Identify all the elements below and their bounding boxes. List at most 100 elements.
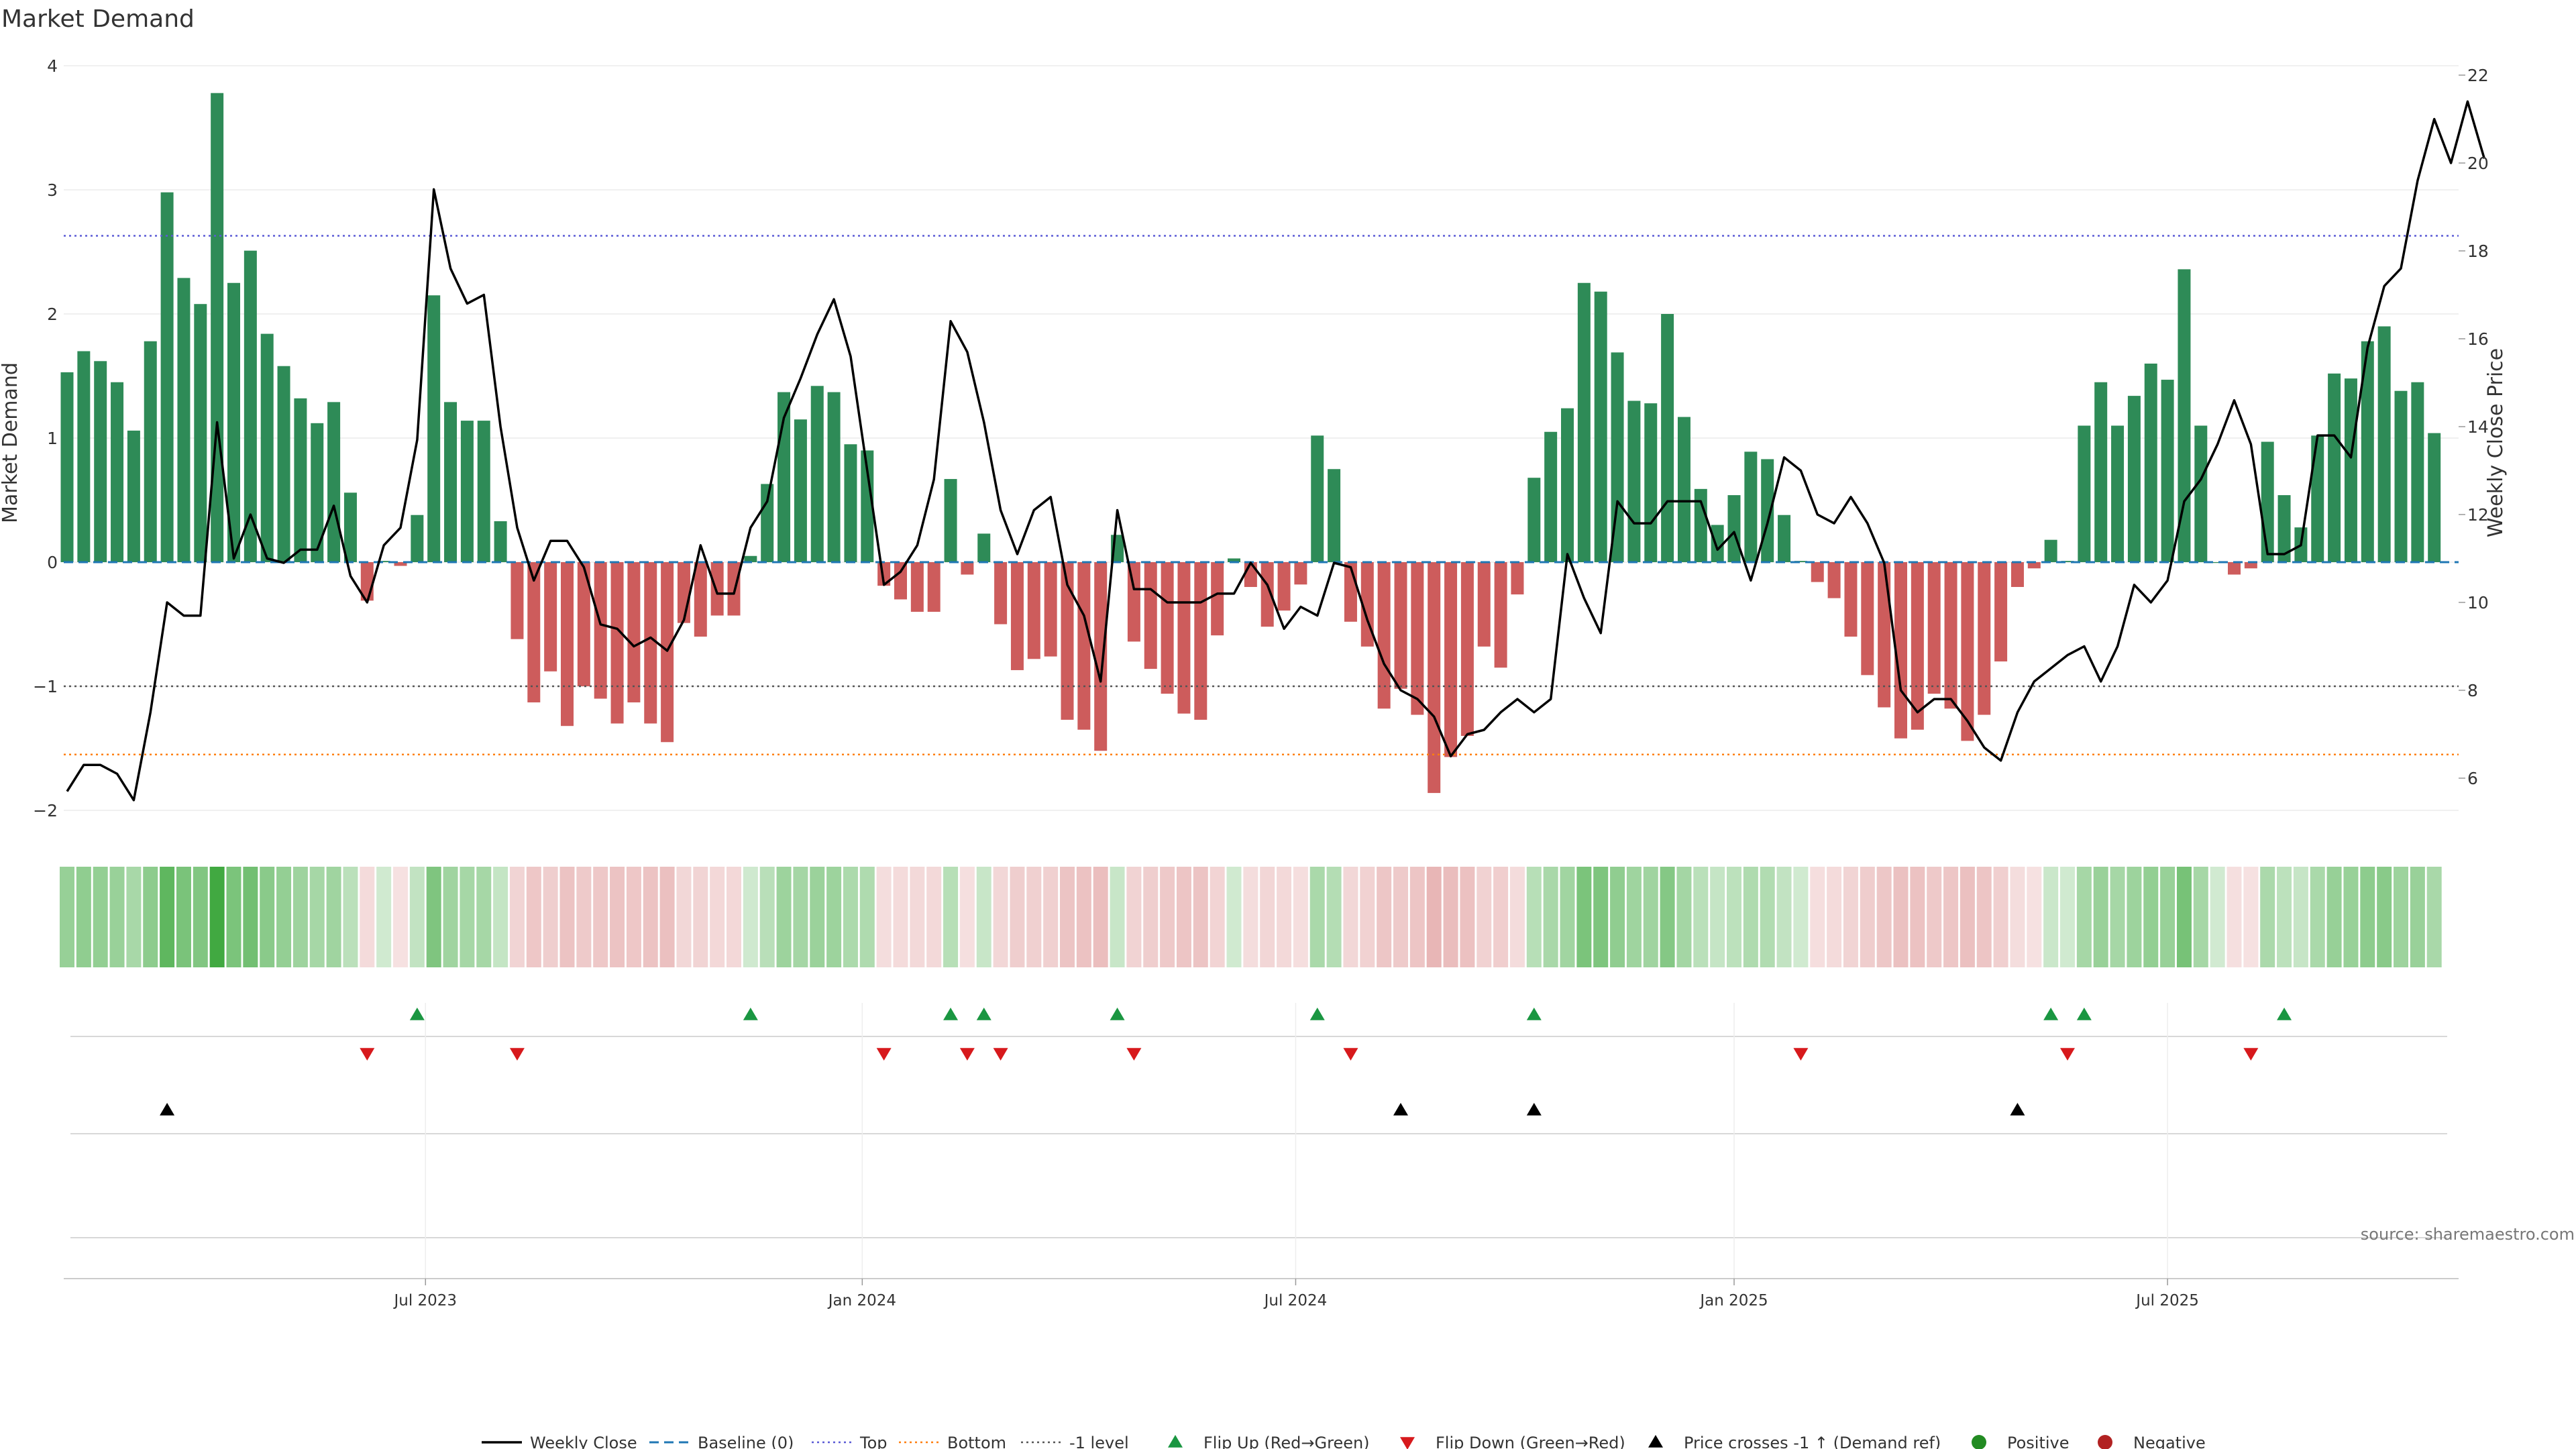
heat-cell	[876, 867, 892, 967]
heat-cell	[2410, 867, 2425, 967]
legend-label: Top	[859, 1434, 888, 1449]
heat-cell	[559, 867, 575, 967]
price-cross-marker	[1526, 1103, 1542, 1116]
heat-cell	[776, 867, 792, 967]
demand-bar	[561, 562, 574, 727]
flip-up-marker	[2076, 1008, 2092, 1020]
y-tick-label: 1	[47, 429, 58, 448]
event-markers	[70, 1003, 2447, 1278]
demand-bar	[1027, 562, 1040, 659]
demand-bar	[127, 430, 140, 562]
heat-cell	[1493, 867, 1509, 967]
demand-bar	[1878, 562, 1891, 708]
heat-cell	[1360, 867, 1375, 967]
heat-cell	[1143, 867, 1159, 967]
heat-cell	[1226, 867, 1242, 967]
heat-cell	[1727, 867, 1741, 967]
y-tick-label: 2	[47, 305, 58, 324]
heat-cell	[1576, 867, 1592, 967]
demand-bar	[1994, 562, 2008, 661]
demand-bar	[1061, 562, 1074, 720]
flip-down-marker	[2060, 1048, 2075, 1061]
heat-cell	[1827, 867, 1842, 967]
flip-up-marker	[743, 1008, 758, 1020]
demand-bar	[1527, 478, 1541, 562]
heat-cell	[2243, 867, 2259, 967]
demand-bar	[1477, 562, 1491, 647]
demand-bar	[861, 450, 874, 562]
heat-cell	[2310, 867, 2325, 967]
demand-bar	[343, 492, 357, 562]
demand-bar	[1561, 408, 1574, 562]
demand-bar	[2261, 441, 2274, 562]
heat-cell	[1076, 867, 1091, 967]
heat-cell	[1860, 867, 1875, 967]
demand-bar	[2211, 562, 2224, 564]
demand-bar	[1611, 352, 1624, 562]
demand-bar	[827, 392, 841, 562]
demand-bar	[661, 562, 674, 743]
demand-bar	[977, 533, 991, 562]
y2-tick-label: 10	[2467, 593, 2489, 612]
heat-cell	[309, 867, 325, 967]
heat-cell	[126, 867, 142, 967]
demand-bar	[544, 562, 557, 672]
heat-cell	[1793, 867, 1809, 967]
heat-cell	[1477, 867, 1492, 967]
demand-bar	[60, 372, 74, 562]
heat-cell	[2210, 867, 2225, 967]
left-y-axis: −2 −1 0 1 2 3 4	[33, 56, 58, 820]
heat-cell	[659, 867, 675, 967]
heat-cell	[260, 867, 275, 967]
flip-up-marker	[943, 1008, 959, 1020]
flip-down-marker	[876, 1048, 892, 1061]
demand-bar	[2344, 378, 2357, 562]
heat-cell	[1843, 867, 1858, 967]
demand-bar	[677, 562, 690, 623]
demand-bar	[2377, 326, 2391, 562]
chart-title: Market Demand	[1, 5, 195, 33]
demand-bar	[961, 562, 974, 575]
demand-bar	[527, 562, 541, 703]
demand-bar	[1144, 562, 1157, 669]
demand-bar	[627, 562, 641, 703]
heat-cell	[1426, 867, 1442, 967]
heat-cell	[1710, 867, 1725, 967]
y-tick-label: 3	[47, 180, 58, 200]
heat-cell	[2377, 867, 2392, 967]
heat-cell	[1210, 867, 1225, 967]
heat-cell	[176, 867, 191, 967]
heat-cell	[326, 867, 341, 967]
heat-cell	[1093, 867, 1108, 967]
demand-bar	[1311, 435, 1324, 562]
heat-cell	[143, 867, 158, 967]
demand-bar	[1944, 562, 1957, 709]
demand-bar	[1494, 562, 1507, 668]
demand-heatstrip	[60, 867, 2442, 967]
demand-bar	[160, 192, 174, 562]
heat-cell	[693, 867, 708, 967]
heat-cell	[1193, 867, 1208, 967]
demand-bar	[177, 278, 191, 562]
heat-cell	[409, 867, 425, 967]
heat-cell	[2277, 867, 2292, 967]
heat-cell	[1260, 867, 1275, 967]
demand-bar	[2277, 495, 2291, 562]
demand-bar	[277, 366, 290, 562]
heat-cell	[727, 867, 741, 967]
legend: Weekly Close Baseline (0) Top Bottom -1 leve…	[482, 1434, 2206, 1449]
demand-bar	[1211, 562, 1224, 636]
heat-cell	[1043, 867, 1059, 967]
heat-cell	[676, 867, 692, 967]
heat-cell	[1676, 867, 1692, 967]
heat-cell	[1593, 867, 1609, 967]
heat-cell	[1343, 867, 1358, 967]
flip-down-marker	[2243, 1048, 2259, 1061]
heat-cell	[1293, 867, 1308, 967]
heat-cell	[276, 867, 292, 967]
demand-bar	[2178, 269, 2191, 562]
heat-cell	[2226, 867, 2242, 967]
legend-label: Weekly Close	[530, 1434, 637, 1449]
heat-cell	[1693, 867, 1709, 967]
